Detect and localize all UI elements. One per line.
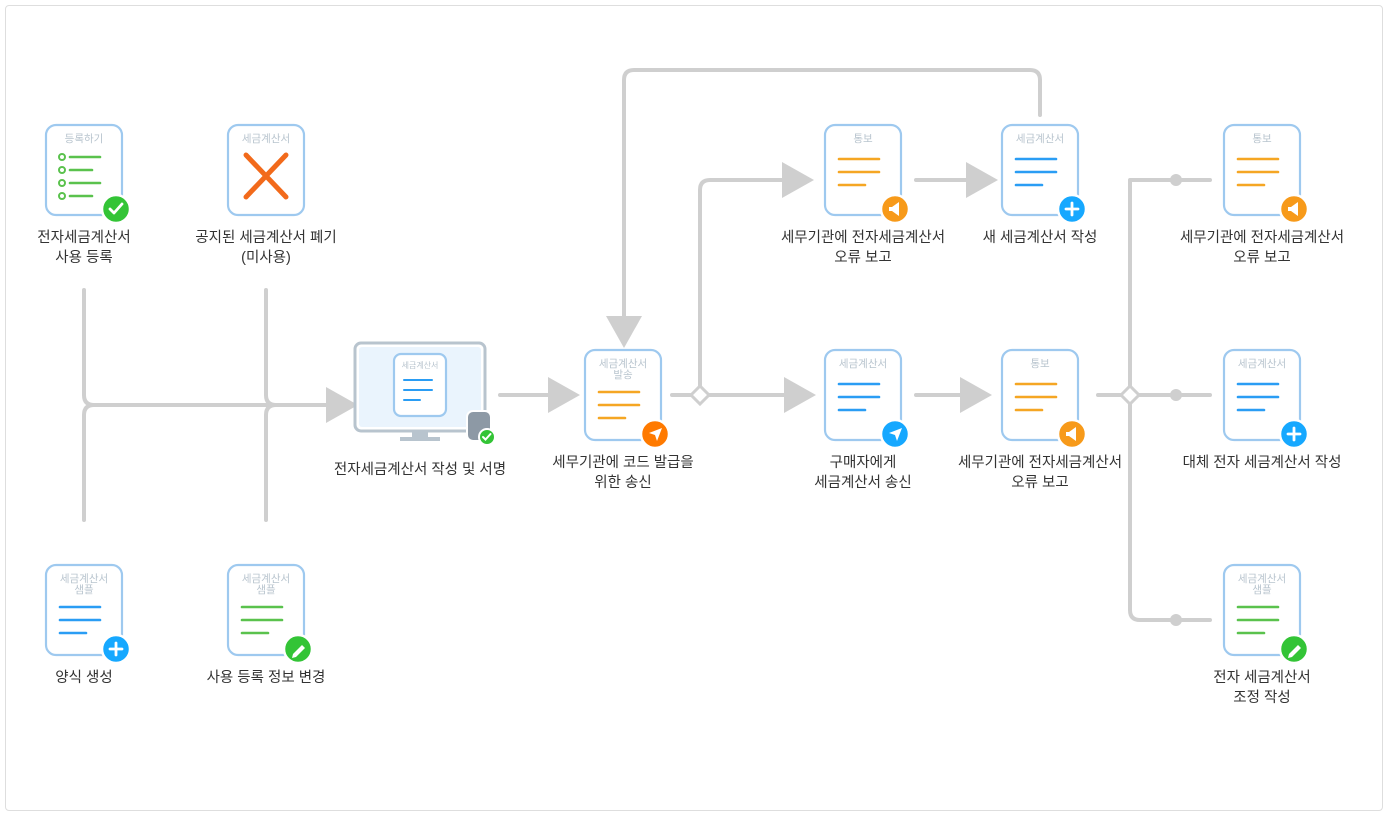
decision-diamond xyxy=(1121,386,1139,404)
edge-diamond-to-errtop xyxy=(700,180,806,385)
node-err_mid: 세무기관에 전자세금계산서 오류 보고 xyxy=(930,454,1150,493)
node-err_top-badge xyxy=(881,195,909,223)
node-send_buyer-badge xyxy=(881,420,909,448)
node-editreg: 사용 등록 정보 변경 xyxy=(156,669,376,689)
node-adj_inv-badge xyxy=(1280,635,1308,663)
node-template-badge xyxy=(102,635,130,663)
svg-text:세금계산서: 세금계산서 xyxy=(402,360,439,370)
node-send_auth-label: 세무기관에 코드 발급을 위한 송신 xyxy=(513,454,733,493)
svg-text:샘플: 샘플 xyxy=(1252,584,1272,596)
node-dispose: 공지된 세금계산서 폐기 (미사용) xyxy=(156,229,376,268)
node-err_right-badge xyxy=(1280,195,1308,223)
svg-text:통보: 통보 xyxy=(1252,133,1272,145)
edge-reg-to-compose xyxy=(84,290,350,405)
svg-text:세금계산서: 세금계산서 xyxy=(1238,358,1286,370)
decision-diamond xyxy=(691,386,709,404)
edge-dispose-to-compose xyxy=(266,290,350,405)
node-sub_inv: 대체 전자 세금계산서 작성 xyxy=(1152,454,1372,474)
node-editreg-label: 사용 등록 정보 변경 xyxy=(156,669,376,689)
svg-text:통보: 통보 xyxy=(853,133,873,145)
node-err_mid-badge xyxy=(1058,420,1086,448)
node-sub_inv-label: 대체 전자 세금계산서 작성 xyxy=(1152,454,1372,474)
svg-text:세금계산서: 세금계산서 xyxy=(839,358,887,370)
node-compose-icon: 세금계산서 xyxy=(355,343,495,445)
node-dispose-label: 공지된 세금계산서 폐기 (미사용) xyxy=(156,229,376,268)
edge-diamond2-to-adj xyxy=(1130,405,1176,620)
node-send_auth: 세무기관에 코드 발급을 위한 송신 xyxy=(513,454,733,493)
node-adj_inv: 전자 세금계산서 조정 작성 xyxy=(1152,669,1372,708)
node-compose-label: 전자세금계산서 작성 및 서명 xyxy=(310,461,530,481)
node-dispose-icon: 세금계산서 xyxy=(228,125,304,215)
node-err_mid-label: 세무기관에 전자세금계산서 오류 보고 xyxy=(930,454,1150,493)
svg-text:샘플: 샘플 xyxy=(74,584,94,596)
svg-text:등록하기: 등록하기 xyxy=(65,132,104,145)
node-new_inv-badge xyxy=(1058,195,1086,223)
node-err_right: 세무기관에 전자세금계산서 오류 보고 xyxy=(1152,229,1372,268)
node-new_inv: 새 세금계산서 작성 xyxy=(930,229,1150,249)
node-compose: 전자세금계산서 작성 및 서명 xyxy=(310,461,530,481)
node-sub_inv-badge xyxy=(1280,420,1308,448)
node-editreg-badge xyxy=(284,635,312,663)
node-send_auth-badge xyxy=(641,420,669,448)
node-adj_inv-label: 전자 세금계산서 조정 작성 xyxy=(1152,669,1372,708)
edge-diamond2-to-err_right xyxy=(1130,180,1176,385)
svg-text:세금계산서: 세금계산서 xyxy=(242,133,290,145)
svg-text:발송: 발송 xyxy=(613,369,633,381)
node-new_inv-label: 새 세금계산서 작성 xyxy=(930,229,1150,249)
svg-text:통보: 통보 xyxy=(1030,358,1050,370)
node-err_right-label: 세무기관에 전자세금계산서 오류 보고 xyxy=(1152,229,1372,268)
svg-text:세금계산서: 세금계산서 xyxy=(1016,133,1064,145)
svg-text:샘플: 샘플 xyxy=(256,584,276,596)
